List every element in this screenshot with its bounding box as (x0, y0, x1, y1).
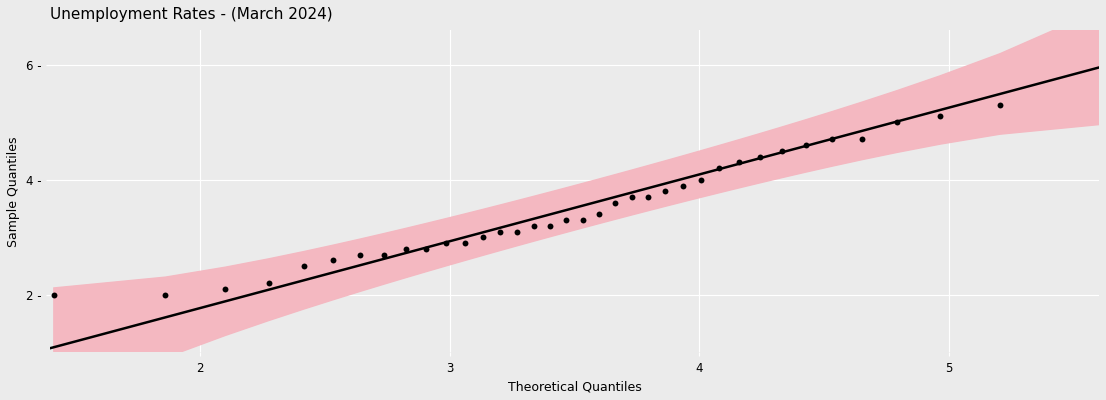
Point (674, 182, 691, 189)
Point (557, 217, 575, 223)
Point (437, 240, 455, 246)
Point (710, 165, 728, 172)
Point (1103, 96, 1106, 102)
Point (397, 246, 415, 252)
Point (991, 102, 1009, 108)
Point (351, 251, 368, 258)
Point (294, 263, 312, 269)
Point (456, 240, 473, 246)
Point (796, 142, 814, 148)
Y-axis label: Sample Quantiles: Sample Quantiles (7, 136, 20, 246)
Point (324, 257, 342, 264)
Point (730, 159, 748, 166)
Point (606, 200, 624, 206)
Point (541, 223, 559, 229)
Point (591, 211, 608, 218)
Point (574, 217, 592, 223)
Point (157, 292, 175, 298)
Point (888, 119, 906, 125)
Point (657, 188, 675, 194)
Point (418, 246, 436, 252)
X-axis label: Theoretical Quantiles: Theoretical Quantiles (508, 380, 641, 393)
Point (260, 280, 278, 286)
Point (623, 194, 640, 200)
Point (375, 251, 393, 258)
Point (853, 136, 870, 143)
Point (751, 154, 769, 160)
Point (639, 194, 657, 200)
Point (823, 136, 841, 143)
Point (473, 234, 491, 240)
Point (509, 228, 526, 235)
Text: Unemployment Rates - (March 2024): Unemployment Rates - (March 2024) (50, 7, 333, 22)
Polygon shape (54, 5, 1106, 400)
Point (217, 286, 234, 292)
Point (491, 228, 509, 235)
Point (931, 113, 949, 120)
Point (45, 292, 63, 298)
Point (525, 223, 543, 229)
Point (773, 148, 791, 154)
Point (692, 176, 710, 183)
